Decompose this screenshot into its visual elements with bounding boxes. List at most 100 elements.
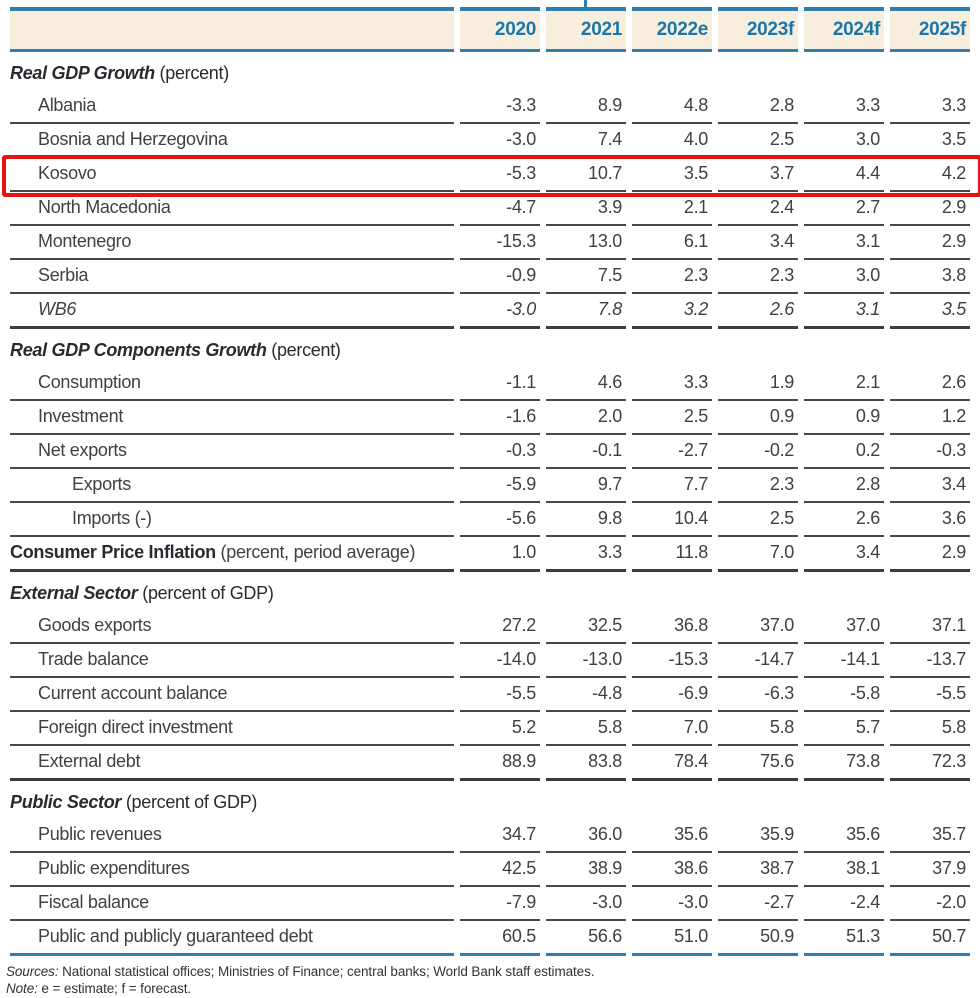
cell-2022e: 2.1 — [632, 192, 712, 226]
row-unit-note: (percent, period average) — [215, 542, 416, 562]
section-header-label: External Sector (percent of GDP) — [10, 572, 970, 610]
cell-2021: 7.4 — [546, 124, 626, 158]
table-row: Consumer Price Inflation (percent, perio… — [10, 537, 970, 572]
cell-2022e: 3.5 — [632, 158, 712, 192]
cell-2021: 38.9 — [546, 853, 626, 887]
cell-2022e: -3.0 — [632, 887, 712, 921]
cell-2020: -5.5 — [460, 678, 540, 712]
cell-2025f: 3.8 — [890, 260, 970, 294]
table-row: WB6 -3.0 7.8 3.2 2.6 3.1 3.5 — [10, 294, 970, 329]
cell-2025f: 2.9 — [890, 537, 970, 572]
row-label: Current account balance — [10, 678, 454, 712]
cell-2023f: 7.0 — [718, 537, 798, 572]
cell-2021: -0.1 — [546, 435, 626, 469]
row-label: Fiscal balance — [10, 887, 454, 921]
cell-2020: -15.3 — [460, 226, 540, 260]
cell-2020: 42.5 — [460, 853, 540, 887]
cell-2024f: 0.9 — [804, 401, 884, 435]
cell-2020: -14.0 — [460, 644, 540, 678]
cell-2024f: 3.3 — [804, 90, 884, 124]
cell-2021: 2.0 — [546, 401, 626, 435]
sources-line: Sources: National statistical offices; M… — [6, 963, 976, 980]
row-label-text: Public revenues — [38, 824, 162, 844]
row-label: Albania — [10, 90, 454, 124]
cell-2020: -4.7 — [460, 192, 540, 226]
row-label: Public revenues — [10, 819, 454, 853]
table-row: Consumption -1.1 4.6 3.3 1.9 2.1 2.6 — [10, 367, 970, 401]
cell-2023f: -0.2 — [718, 435, 798, 469]
table-header: 2020 2021 2022e 2023f 2024f 2025f — [10, 7, 970, 52]
table-row: Current account balance -5.5 -4.8 -6.9 -6.3-… — [10, 678, 970, 712]
cell-2023f: -14.7 — [718, 644, 798, 678]
row-label-text: Consumer Price Inflation — [10, 542, 216, 562]
cell-2025f: 5.8 — [890, 712, 970, 746]
cell-2023f: 2.3 — [718, 469, 798, 503]
cell-2025f: 3.3 — [890, 90, 970, 124]
table-row: Fiscal balance -7.9 -3.0 -3.0 -2.7 -2.4 -2.0 — [10, 887, 970, 921]
row-label-text: WB6 — [38, 299, 77, 319]
cell-2020: -5.9 — [460, 469, 540, 503]
cell-2022e: 36.8 — [632, 610, 712, 644]
cell-2022e: 3.2 — [632, 294, 712, 329]
cell-2020: -7.9 — [460, 887, 540, 921]
cell-2021: 13.0 — [546, 226, 626, 260]
cell-2021: 7.8 — [546, 294, 626, 329]
cell-2021: 9.7 — [546, 469, 626, 503]
cell-2020: 1.0 — [460, 537, 540, 572]
macro-table-wrap: 2020 2021 2022e 2023f 2024f 2025f Real GDP Gr… — [2, 7, 980, 956]
cell-2024f: 35.6 — [804, 819, 884, 853]
row-label: Montenegro — [10, 226, 454, 260]
cell-2021: 10.7 — [546, 158, 626, 192]
table-row: Net exports -0.3 -0.1 -2.7 -0.2 0.2 -0.3 — [10, 435, 970, 469]
row-label-text: North Macedonia — [38, 197, 171, 217]
section-header-row: Real GDP Components Growth (percent) — [10, 329, 970, 367]
cell-2022e: 7.7 — [632, 469, 712, 503]
section-title: Real GDP Components Growth — [10, 340, 267, 360]
cell-2021: 36.0 — [546, 819, 626, 853]
section-unit-note: (percent of GDP) — [137, 583, 274, 603]
table-row: Kosovo -5.3 10.7 3.5 3.7 4.4 4.2 — [10, 158, 970, 192]
cell-2021: 9.8 — [546, 503, 626, 537]
cell-2020: -5.3 — [460, 158, 540, 192]
cell-2025f: 2.6 — [890, 367, 970, 401]
row-label-text: External debt — [38, 751, 141, 771]
cell-2021: 4.6 — [546, 367, 626, 401]
cell-2025f: 37.9 — [890, 853, 970, 887]
table-footnotes: Sources: National statistical offices; M… — [4, 963, 976, 998]
row-label-text: Consumption — [38, 372, 141, 392]
cell-2022e: -15.3 — [632, 644, 712, 678]
row-label: Serbia — [10, 260, 454, 294]
cell-2023f: -2.7 — [718, 887, 798, 921]
cell-2022e: 38.6 — [632, 853, 712, 887]
cell-2023f: 75.6 — [718, 746, 798, 781]
table-row: Bosnia and Herzegovina -3.0 7.4 4.0 2.5 3.0 3.… — [10, 124, 970, 158]
cell-2023f: 3.4 — [718, 226, 798, 260]
row-label-text: Public and publicly guaranteed debt — [38, 926, 313, 946]
table-row: Public and publicly guaranteed debt 60.5 5… — [10, 921, 970, 956]
section-header-label: Public Sector (percent of GDP) — [10, 781, 970, 819]
column-header-2020: 2020 — [460, 7, 540, 52]
cell-2022e: 2.5 — [632, 401, 712, 435]
cell-2024f: -5.8 — [804, 678, 884, 712]
table-row: Public expenditures 42.5 38.9 38.6 38.7 38.1 3… — [10, 853, 970, 887]
cell-2023f: 38.7 — [718, 853, 798, 887]
cell-2024f: 0.2 — [804, 435, 884, 469]
cell-2022e: -6.9 — [632, 678, 712, 712]
cell-2024f: 37.0 — [804, 610, 884, 644]
row-label-text: Current account balance — [38, 683, 228, 703]
section-header-label: Real GDP Components Growth (percent) — [10, 329, 970, 367]
cell-2023f: -6.3 — [718, 678, 798, 712]
section-header-label: Real GDP Growth (percent) — [10, 52, 970, 90]
cell-2022e: 51.0 — [632, 921, 712, 956]
cell-2022e: 6.1 — [632, 226, 712, 260]
cell-2020: 34.7 — [460, 819, 540, 853]
cell-2020: 88.9 — [460, 746, 540, 781]
cell-2023f: 2.8 — [718, 90, 798, 124]
cell-2021: 5.8 — [546, 712, 626, 746]
row-label: Investment — [10, 401, 454, 435]
table-body: Real GDP Growth (percent) Albania -3.3 8.9 4… — [10, 52, 970, 956]
note-text: e = estimate; f = forecast. — [37, 981, 192, 997]
cell-2022e: 11.8 — [632, 537, 712, 572]
cell-2024f: 2.7 — [804, 192, 884, 226]
